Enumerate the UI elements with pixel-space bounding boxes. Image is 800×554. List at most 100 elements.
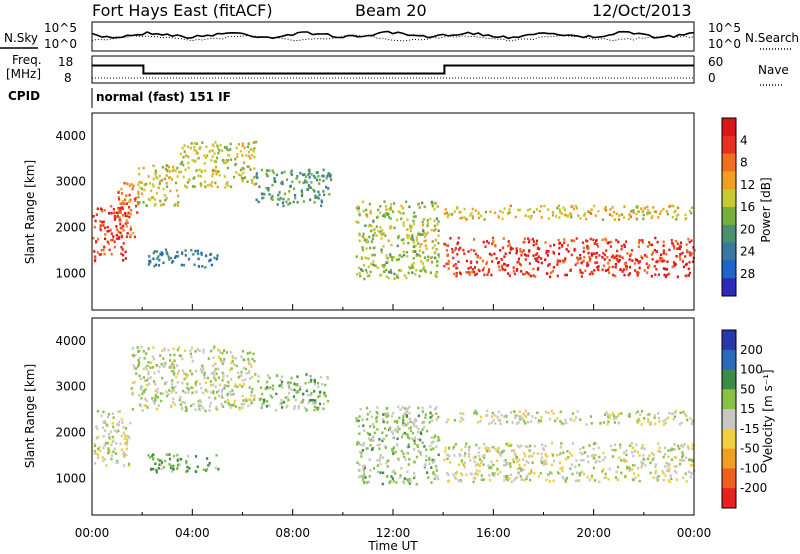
- velocity-cell: [523, 478, 527, 482]
- velocity-cell: [379, 454, 382, 457]
- power-cell: [462, 248, 465, 252]
- velocity-cell: [489, 466, 492, 469]
- velocity-cell: [690, 464, 693, 467]
- power-cell: [477, 212, 480, 216]
- power-cell: [320, 200, 324, 204]
- velocity-cell: [220, 359, 223, 363]
- velocity-cell: [539, 419, 542, 423]
- velocity-cell: [357, 425, 361, 428]
- velocity-cell: [573, 419, 576, 422]
- velocity-cell: [137, 363, 140, 366]
- power-cell: [209, 258, 212, 262]
- power-cell: [690, 206, 693, 209]
- velocity-cell: [526, 475, 529, 479]
- power-cell: [475, 260, 479, 264]
- power-cell: [662, 267, 665, 270]
- power-cell: [685, 274, 688, 277]
- power-cell: [185, 185, 188, 189]
- power-cbar-tick: 24: [740, 245, 755, 259]
- power-cell: [113, 240, 116, 244]
- power-cell: [656, 240, 659, 244]
- velocity-cell: [424, 416, 427, 419]
- velocity-cell: [430, 415, 433, 419]
- power-cell: [487, 270, 490, 274]
- velocity-cell: [408, 458, 411, 461]
- velocity-cell: [691, 447, 694, 450]
- velocity-cell: [142, 367, 145, 371]
- power-cell: [281, 182, 284, 186]
- velocity-cell: [366, 413, 369, 416]
- velocity-cell: [582, 446, 585, 449]
- velocity-cell: [299, 387, 302, 391]
- velocity-cell: [435, 465, 438, 469]
- power-cell: [517, 260, 520, 264]
- velocity-cell: [685, 414, 688, 418]
- power-cell: [537, 255, 540, 259]
- power-cell: [187, 257, 191, 261]
- power-cell: [540, 216, 543, 219]
- power-cell: [211, 155, 214, 158]
- power-cell: [648, 264, 651, 267]
- velocity-cell: [634, 449, 637, 453]
- velocity-cell: [529, 420, 532, 423]
- velocity-cell: [177, 369, 180, 373]
- power-cell: [415, 254, 418, 257]
- freq-label-1: Freq.: [12, 53, 42, 67]
- power-cell: [635, 217, 638, 221]
- velocity-cell: [154, 396, 157, 400]
- power-cell: [120, 226, 123, 230]
- velocity-cell: [151, 397, 154, 400]
- power-cell: [690, 211, 693, 215]
- velocity-cell: [287, 383, 291, 386]
- velocity-cell: [214, 397, 217, 400]
- power-cell: [666, 260, 669, 263]
- x-tick: 08:00: [275, 526, 310, 540]
- velocity-cell: [359, 443, 362, 447]
- velocity-cell: [309, 393, 312, 397]
- velocity-cell: [438, 438, 441, 442]
- velocity-cell: [313, 405, 316, 408]
- power-cell: [501, 264, 504, 268]
- power-cell: [431, 246, 434, 250]
- power-cell: [182, 155, 185, 159]
- power-cell: [166, 185, 169, 188]
- power-cell: [303, 173, 306, 176]
- velocity-cell: [215, 454, 218, 457]
- velocity-cell: [363, 470, 366, 474]
- power-cell: [615, 212, 618, 216]
- power-cbar-tick: 20: [740, 222, 755, 236]
- velocity-cell: [251, 357, 254, 361]
- power-cell: [109, 238, 113, 242]
- velocity-cell: [135, 372, 138, 375]
- velocity-cell: [598, 480, 601, 484]
- power-cell: [619, 255, 622, 258]
- power-cell: [603, 253, 607, 257]
- power-cell: [616, 258, 619, 261]
- velocity-cell: [667, 462, 670, 466]
- velocity-cell: [156, 407, 159, 411]
- power-cell: [119, 231, 122, 235]
- velocity-cell: [626, 465, 629, 469]
- velocity-cell: [164, 382, 167, 385]
- power-cell: [532, 254, 535, 257]
- power-cell: [108, 229, 111, 233]
- velocity-cell: [533, 444, 536, 448]
- power-cell: [689, 254, 692, 257]
- power-cell: [110, 205, 113, 208]
- velocity-cell: [632, 472, 636, 475]
- power-cell: [591, 272, 594, 276]
- power-cell: [393, 272, 396, 276]
- velocity-cell: [122, 452, 125, 456]
- power-cell: [419, 233, 422, 236]
- power-cell: [253, 141, 256, 144]
- velocity-cell: [240, 374, 243, 377]
- velocity-cell: [437, 453, 440, 457]
- velocity-cell: [416, 445, 419, 449]
- power-cell: [654, 273, 657, 276]
- velocity-cell: [636, 450, 640, 454]
- velocity-cell: [127, 464, 130, 468]
- velocity-cell: [435, 469, 438, 472]
- velocity-cell: [373, 467, 376, 470]
- velocity-cell: [369, 443, 372, 447]
- power-cell: [206, 184, 209, 187]
